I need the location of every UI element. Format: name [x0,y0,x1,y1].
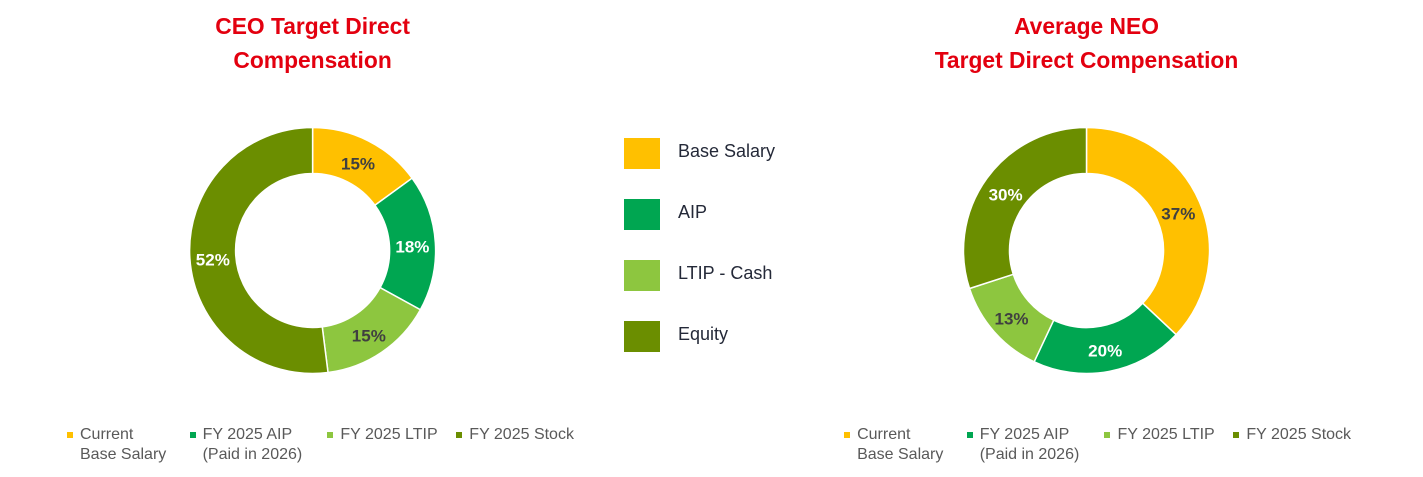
svg-text:15%: 15% [352,326,386,345]
svg-text:52%: 52% [196,250,230,269]
svg-text:15%: 15% [341,154,375,173]
svg-text:13%: 13% [994,309,1028,328]
svg-text:30%: 30% [989,185,1023,204]
svg-text:18%: 18% [395,237,429,256]
svg-text:20%: 20% [1088,341,1122,360]
svg-text:37%: 37% [1161,204,1195,223]
